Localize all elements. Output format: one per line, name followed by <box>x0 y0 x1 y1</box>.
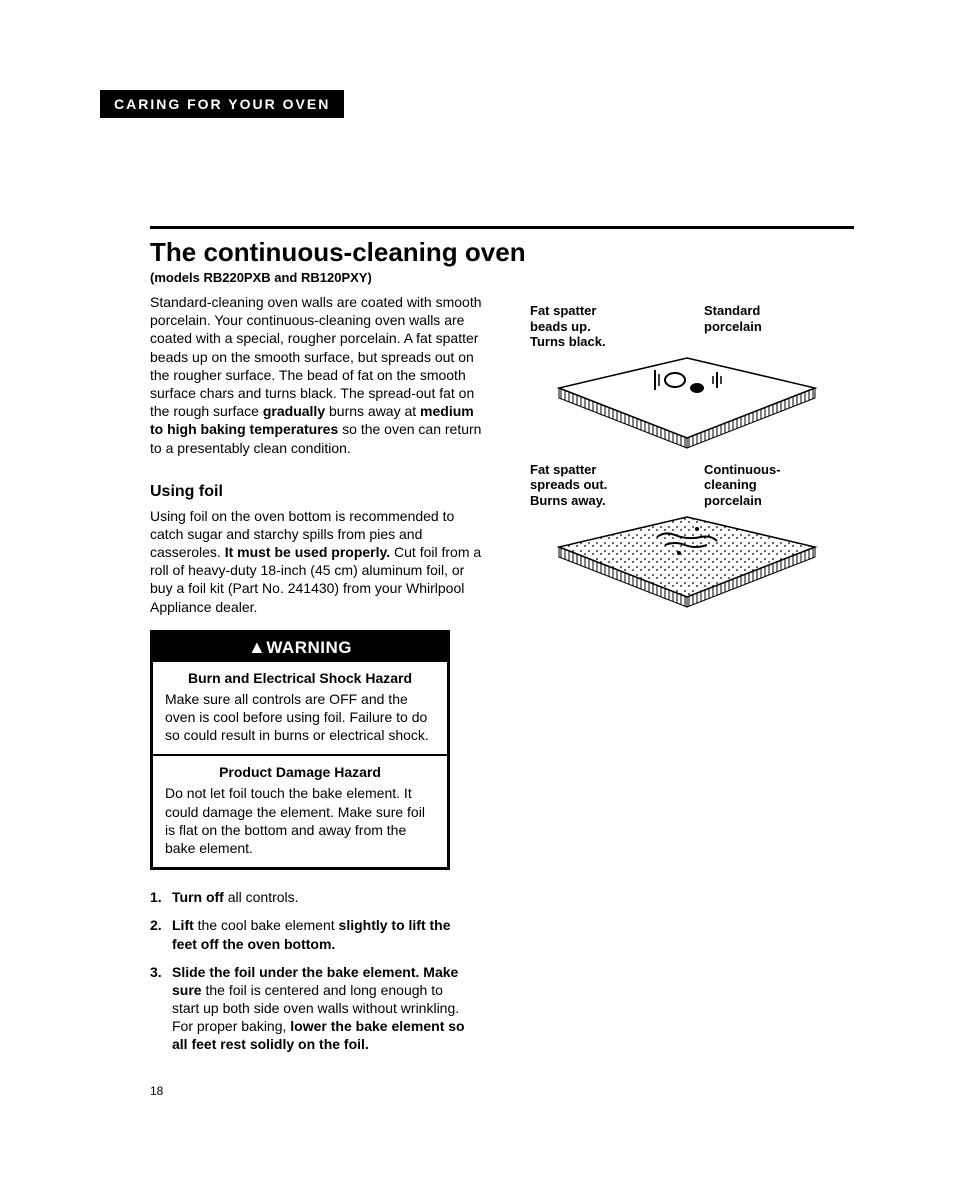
page-number: 18 <box>150 1084 163 1098</box>
left-column: Standard-cleaning oven walls are coated … <box>150 293 490 1064</box>
section-header-bar: CARING FOR YOUR OVEN <box>100 90 344 118</box>
right-column: Fat spatterbeads up.Turns black. Standar… <box>520 293 854 1064</box>
warning-box: ▲WARNING Burn and Electrical Shock Hazar… <box>150 630 450 870</box>
diagram-bottom-labels: Fat spatterspreads out.Burns away. Conti… <box>520 462 854 509</box>
diagram-top-labels: Fat spatterbeads up.Turns black. Standar… <box>520 303 854 350</box>
diagram-top-right-label: Standardporcelain <box>704 303 844 350</box>
tile-illustration-continuous <box>547 509 827 609</box>
step-item: Lift the cool bake element slightly to l… <box>150 916 470 952</box>
step-item: Turn off all controls. <box>150 888 470 906</box>
using-foil-heading: Using foil <box>150 483 490 501</box>
warning-section-title: Burn and Electrical Shock Hazard <box>165 670 435 686</box>
models-subtitle: (models RB220PXB and RB120PXY) <box>150 270 854 285</box>
warning-icon: ▲ <box>248 637 266 657</box>
step-item: Slide the foil under the bake element. M… <box>150 963 470 1054</box>
content-area: The continuous-cleaning oven (models RB2… <box>150 237 854 1064</box>
warning-header-text: WARNING <box>266 638 352 657</box>
warning-header: ▲WARNING <box>153 633 447 662</box>
diagram-bottom-left-label: Fat spatterspreads out.Burns away. <box>530 462 670 509</box>
diagram-continuous-porcelain <box>520 509 854 609</box>
diagram-standard-porcelain <box>520 350 854 450</box>
steps-list: Turn off all controls. Lift the cool bake… <box>150 888 470 1054</box>
diagram-top-left-label: Fat spatterbeads up.Turns black. <box>530 303 670 350</box>
warning-section-body: Do not let foil touch the bake element. … <box>165 784 435 857</box>
warning-section: Burn and Electrical Shock Hazard Make sur… <box>153 662 447 755</box>
two-column-layout: Standard-cleaning oven walls are coated … <box>150 293 854 1064</box>
warning-section-title: Product Damage Hazard <box>165 764 435 780</box>
page: CARING FOR YOUR OVEN The continuous-clea… <box>0 0 954 1198</box>
warning-section-body: Make sure all controls are OFF and the o… <box>165 690 435 745</box>
title-rule <box>150 226 854 229</box>
warning-sections: Burn and Electrical Shock Hazard Make sur… <box>153 662 447 867</box>
tile-illustration-standard <box>547 350 827 450</box>
page-title: The continuous-cleaning oven <box>150 237 854 268</box>
using-foil-paragraph: Using foil on the oven bottom is recomme… <box>150 507 490 616</box>
diagram-bottom-right-label: Continuous-cleaningporcelain <box>704 462 844 509</box>
intro-paragraph: Standard-cleaning oven walls are coated … <box>150 293 490 457</box>
warning-section: Product Damage Hazard Do not let foil tou… <box>153 754 447 867</box>
